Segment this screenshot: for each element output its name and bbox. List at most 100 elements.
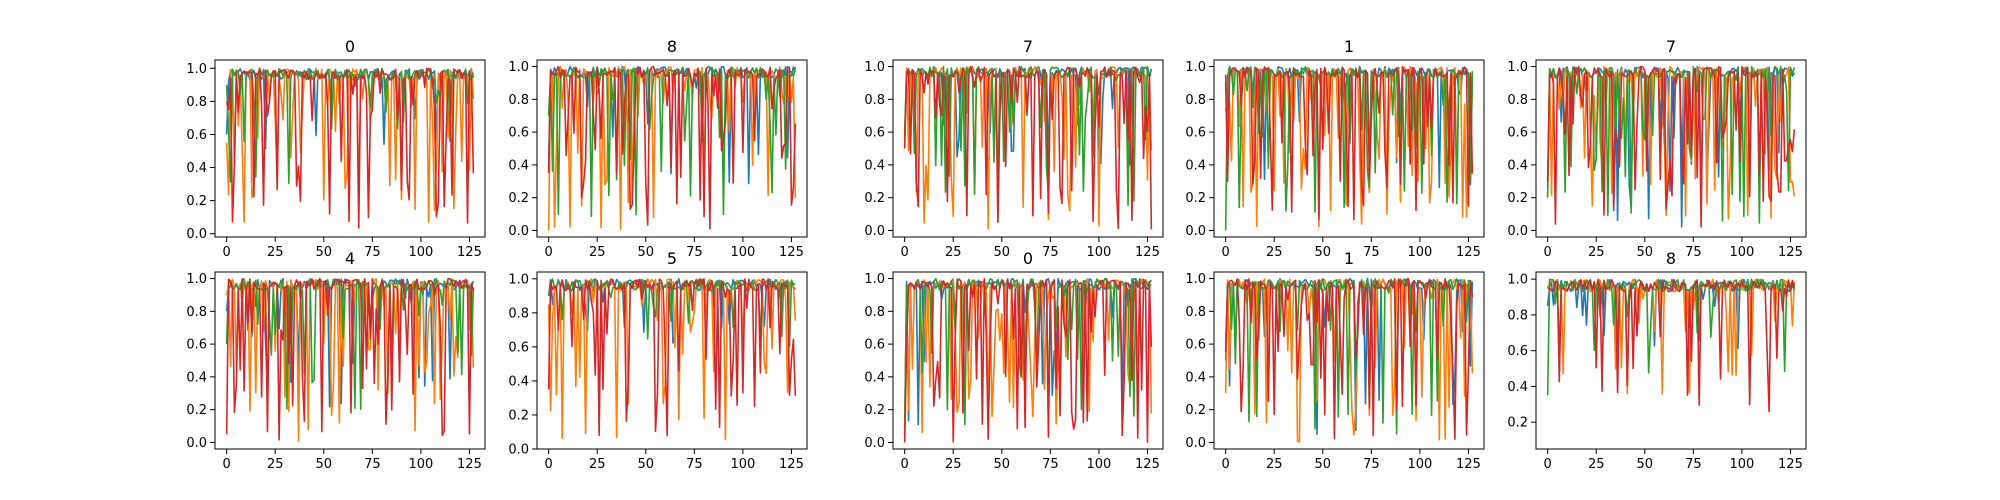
y-tick-label: 0.0: [508, 224, 529, 239]
x-tick-label: 75: [364, 457, 381, 472]
x-tick-label: 0: [223, 457, 231, 472]
x-tick-label: 50: [1315, 245, 1332, 260]
subplot-title: 4: [345, 249, 355, 268]
series-group: [547, 65, 797, 231]
y-tick-label: 0.8: [508, 306, 529, 321]
y-tick-label: 1.0: [508, 272, 529, 287]
x-tick-label: 25: [945, 245, 962, 260]
series-line-3: [547, 278, 797, 437]
series-line-2: [547, 65, 797, 218]
y-tick-label: 0.6: [1507, 344, 1528, 359]
series-line-2: [903, 277, 1153, 435]
y-tick-label: 0.8: [1185, 93, 1206, 108]
series-group: [1546, 65, 1796, 228]
y-tick-label: 0.0: [186, 436, 207, 451]
series-line-2: [903, 65, 1152, 207]
x-tick-label: 125: [1135, 245, 1160, 260]
x-tick-label: 125: [779, 457, 804, 472]
y-tick-label: 0.0: [508, 443, 529, 458]
subplot-title: 0: [345, 37, 355, 56]
x-tick-label: 0: [223, 245, 231, 260]
x-tick-label: 0: [545, 245, 553, 260]
y-tick-label: 1.0: [186, 272, 207, 287]
series-group: [1546, 278, 1796, 413]
subplot-0: 0 0 25 50 75 100 125 0.0 0.2 0.4 0.6 0.8 1.0: [186, 37, 486, 260]
axes-frame: [214, 271, 486, 450]
x-tick-label: 125: [1778, 245, 1803, 260]
x-tick-label: 0: [1222, 245, 1230, 260]
y-tick-label: 1.0: [864, 272, 885, 287]
y-tick-label: 0.0: [1185, 224, 1206, 239]
y-tick-label: 0.8: [186, 305, 207, 320]
x-tick-label: 75: [1042, 245, 1059, 260]
y-tick-label: 0.0: [864, 436, 885, 451]
x-tick-label: 125: [1456, 245, 1481, 260]
series-line-3: [225, 277, 475, 441]
series-group: [903, 65, 1153, 230]
y-tick-label: 0.8: [864, 305, 885, 320]
axes-frame: [214, 59, 486, 238]
y-tick-label: 0.2: [864, 191, 885, 206]
x-tick-label: 0: [1544, 245, 1552, 260]
x-tick-label: 75: [1363, 245, 1380, 260]
y-tick-label: 0.8: [1507, 93, 1528, 108]
x-tick-label: 100: [730, 245, 755, 260]
y-tick-label: 0.2: [508, 191, 529, 206]
x-tick-label: 25: [589, 245, 606, 260]
subplot-title: 5: [667, 249, 677, 268]
x-tick-label: 75: [364, 245, 381, 260]
subplot-1: 8 0 25 50 75 100 125 0.0 0.2 0.4 0.6 0.8 1.0: [508, 37, 808, 260]
x-tick-label: 25: [1588, 457, 1605, 472]
y-tick-label: 0.6: [864, 338, 885, 353]
y-tick-label: 0.6: [508, 340, 529, 355]
y-tick-label: 1.0: [508, 60, 529, 75]
x-tick-label: 25: [267, 457, 284, 472]
y-tick-label: 0.8: [1185, 305, 1206, 320]
x-tick-label: 0: [901, 457, 909, 472]
subplot-title: 7: [1666, 37, 1676, 56]
series-line-3: [1224, 277, 1474, 440]
x-tick-label: 125: [457, 457, 482, 472]
subplot-9: 8 0 25 50 75 100 125 0.2 0.4 0.6 0.8 1.0: [1507, 249, 1807, 472]
x-tick-label: 25: [1588, 245, 1605, 260]
y-tick-label: 0.2: [1185, 403, 1206, 418]
series-group: [225, 67, 475, 229]
y-tick-label: 0.8: [864, 93, 885, 108]
x-tick-label: 50: [1637, 457, 1654, 472]
series-group: [225, 277, 475, 443]
subplot-3: 1 0 25 50 75 100 125 0.0 0.2 0.4 0.6 0.8 1.0: [1185, 37, 1485, 260]
x-tick-label: 75: [686, 245, 703, 260]
y-tick-label: 0.2: [186, 403, 207, 418]
series-line-1: [1546, 65, 1796, 220]
x-tick-label: 100: [1086, 457, 1111, 472]
x-tick-label: 25: [267, 245, 284, 260]
series-line-3: [903, 277, 1153, 443]
x-tick-label: 125: [1135, 457, 1160, 472]
y-tick-label: 1.0: [1507, 273, 1528, 288]
y-tick-label: 0.6: [508, 126, 529, 141]
subplot-title: 8: [1666, 249, 1676, 268]
axes-frame: [536, 271, 808, 450]
series-line-3: [1546, 65, 1796, 228]
y-tick-label: 0.4: [1185, 370, 1206, 385]
x-tick-label: 25: [945, 457, 962, 472]
subplot-title: 1: [1344, 249, 1354, 268]
y-tick-label: 0.4: [864, 370, 885, 385]
x-tick-label: 75: [1042, 457, 1059, 472]
y-tick-label: 0.8: [1507, 308, 1528, 323]
y-tick-label: 1.0: [1507, 60, 1528, 75]
y-tick-label: 0.0: [186, 227, 207, 242]
x-tick-label: 25: [1266, 245, 1283, 260]
y-tick-label: 0.4: [864, 158, 885, 173]
x-tick-label: 0: [545, 457, 553, 472]
x-tick-label: 75: [1685, 457, 1702, 472]
x-tick-label: 100: [1086, 245, 1111, 260]
y-tick-label: 0.2: [1185, 191, 1206, 206]
axes-frame: [892, 271, 1164, 450]
x-tick-label: 125: [1456, 457, 1481, 472]
x-tick-label: 100: [1729, 245, 1754, 260]
x-tick-label: 125: [457, 245, 482, 260]
y-tick-label: 0.6: [864, 126, 885, 141]
x-tick-label: 0: [901, 245, 909, 260]
x-tick-label: 50: [1315, 457, 1332, 472]
